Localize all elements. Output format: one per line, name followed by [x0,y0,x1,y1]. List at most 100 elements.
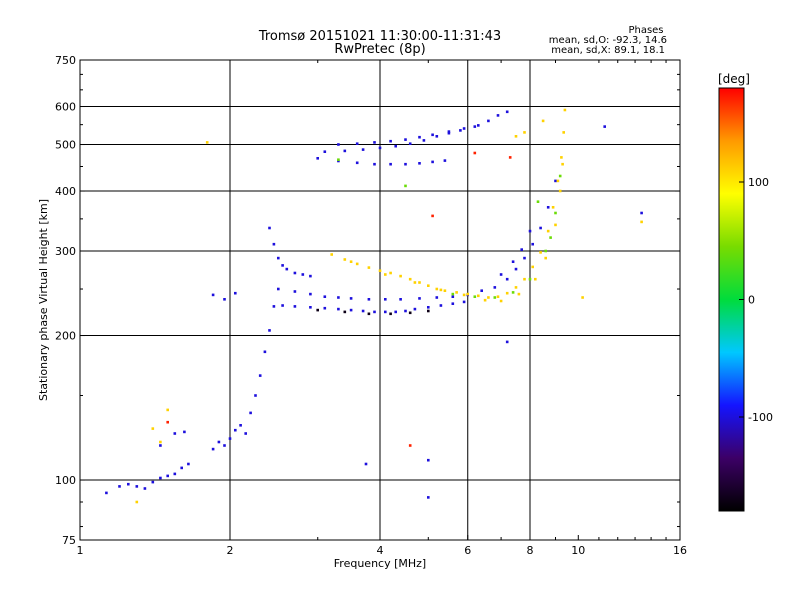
echo-point [447,131,451,135]
echo-point [556,179,560,183]
echo-point [234,428,237,432]
echo-point [418,135,421,139]
echo-point [394,310,397,314]
echo-point [166,474,169,478]
echo-point [337,296,340,299]
echo-point [217,440,221,444]
echo-point [431,160,434,164]
echo-point [546,206,550,209]
echo-point [337,158,340,161]
echo-point [511,260,515,263]
echo-point [408,444,412,447]
echo-point [561,162,564,166]
echo-point [373,162,376,166]
y-axis-label: Stationary phase Virtual Height [km] [37,199,50,401]
echo-point [514,267,518,271]
echo-point [367,266,371,269]
echo-point [211,293,215,297]
echo-point [505,340,509,344]
echo-point [640,220,643,224]
echo-point [422,139,426,142]
x-axis-ticks: 1 2 4 6 8 10 16 [77,60,687,557]
echo-point [404,138,407,141]
echo-point [640,211,643,215]
echo-point [180,466,183,470]
echo-point [337,307,340,311]
echo-point [135,500,139,504]
x-axis-label: Frequency [MHz] [334,557,426,570]
echo-point [249,411,252,415]
echo-point [551,206,555,209]
echo-point [418,281,421,284]
y-tick-label: 200 [55,330,76,343]
echo-point [496,295,500,298]
y-tick-label: 400 [55,185,76,198]
echo-point [443,289,447,292]
echo-point [473,295,477,298]
echo-point [166,408,169,412]
echo-point [399,298,402,301]
echo-point [293,305,297,308]
echo-point [223,444,226,447]
echo-point [323,306,327,310]
echo-point [211,447,215,451]
echo-point [205,141,209,144]
echo-point [523,256,526,260]
phase-heading: Phases [628,25,663,36]
echo-point [462,300,466,304]
echo-point [505,291,509,295]
echo-point [373,310,376,314]
grid-lines [80,60,680,540]
echo-point [228,437,232,440]
echo-point [505,110,509,114]
echo-point [323,150,327,153]
x-tick-label: 10 [571,544,585,557]
echo-point [451,302,455,305]
echo-point [517,292,521,296]
echo-point [427,458,430,462]
colorbar-tick-label: -100 [748,411,773,424]
echo-point [477,124,480,127]
echo-point [514,286,518,289]
echo-point [349,297,353,300]
echo-point [404,162,407,166]
echo-point [480,289,483,292]
echo-point [408,142,412,145]
echo-point [268,226,271,230]
echo-point [234,291,237,295]
echo-point [244,432,247,435]
echo-point [349,260,353,263]
echo-point [520,248,523,251]
echo-point [603,125,606,128]
echo-point [316,157,319,160]
echo-point [408,277,412,281]
echo-point [536,200,540,203]
echo-point [373,141,376,144]
echo-point [384,298,387,301]
echo-point [528,229,532,233]
echo-point [427,306,430,309]
echo-point [408,311,412,315]
echo-point [378,269,382,272]
echo-point [323,295,327,298]
data-points [105,108,643,504]
echo-point [443,159,447,162]
echo-point [343,310,347,314]
echo-point [239,424,242,427]
echo-point [431,133,434,137]
echo-point [539,226,542,230]
echo-point [418,162,421,165]
echo-point [435,296,439,299]
echo-point [544,249,547,253]
phase-mean-x: mean, sd,X: 89.1, 18.1 [551,45,665,56]
echo-point [309,292,312,296]
echo-point [404,309,407,313]
echo-point [151,480,155,484]
echo-point [499,273,503,276]
y-tick-label: 300 [55,245,76,258]
echo-point [531,265,534,269]
echo-point [499,299,503,303]
echo-point [493,286,497,289]
echo-point [483,298,487,302]
